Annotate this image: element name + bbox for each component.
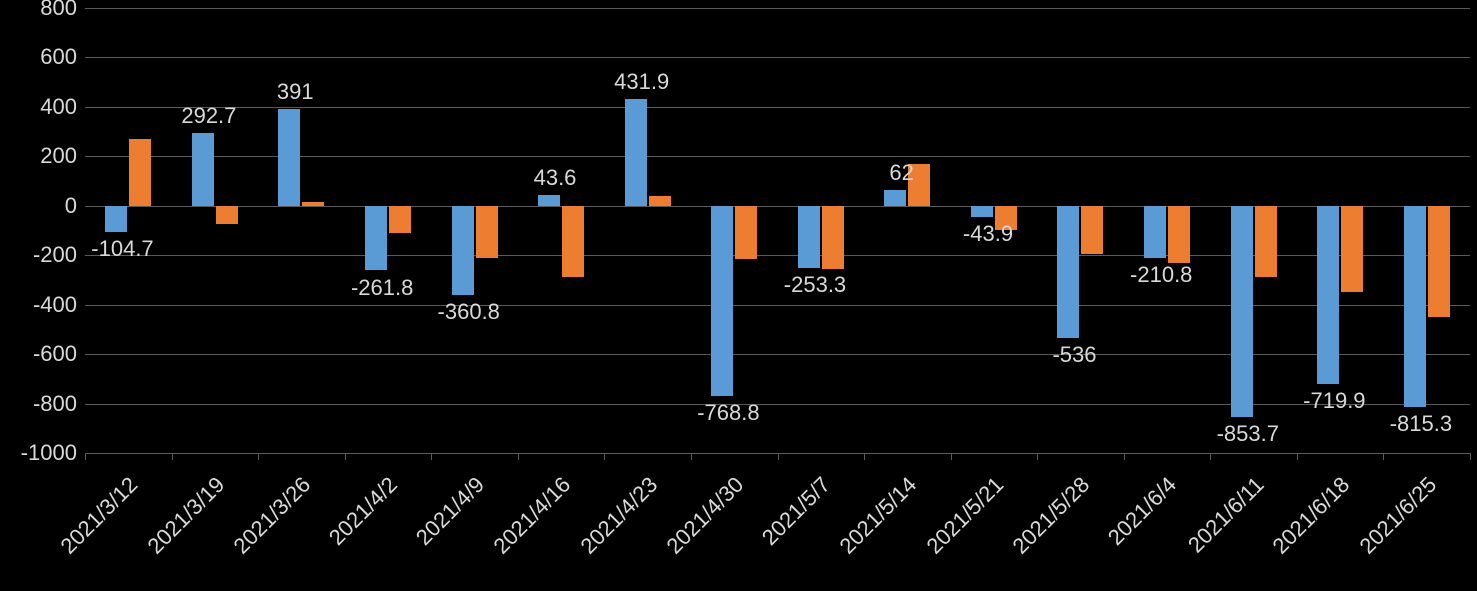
x-axis-label: 2021/3/26 [230, 473, 315, 558]
x-tick [1210, 453, 1211, 460]
x-tick [85, 453, 86, 460]
x-axis-label: 2021/6/18 [1269, 473, 1354, 558]
bar-series2 [1168, 206, 1190, 263]
x-tick [864, 453, 865, 460]
bar-series2 [735, 206, 757, 259]
bar-series1 [971, 206, 993, 217]
data-label: 431.9 [614, 71, 669, 93]
bar-series2 [822, 206, 844, 269]
data-label: -853.7 [1217, 423, 1279, 445]
x-tick [518, 453, 519, 460]
gridline [85, 107, 1470, 108]
y-axis-label: 0 [65, 195, 77, 217]
bar-series1 [711, 206, 733, 396]
x-tick [778, 453, 779, 460]
gridline [85, 305, 1470, 306]
y-axis-label: -400 [33, 294, 77, 316]
y-axis-label: 800 [40, 0, 77, 19]
x-axis-label: 2021/5/14 [836, 473, 921, 558]
bar-series1 [1057, 206, 1079, 339]
bar-series1 [1317, 206, 1339, 384]
x-axis-label: 2021/4/16 [490, 473, 575, 558]
data-label: 43.6 [534, 167, 577, 189]
gridline [85, 57, 1470, 58]
x-tick [1470, 453, 1471, 460]
bar-series2 [562, 206, 584, 278]
data-label: -768.8 [697, 402, 759, 424]
x-tick [172, 453, 173, 460]
bar-series1 [278, 109, 300, 206]
x-axis-label: 2021/4/30 [663, 473, 748, 558]
x-axis-label: 2021/5/28 [1009, 473, 1094, 558]
x-tick [604, 453, 605, 460]
bar-series2 [216, 206, 238, 225]
bar-series2 [1255, 206, 1277, 278]
data-label: -815.3 [1390, 413, 1452, 435]
y-axis-label: 600 [40, 46, 77, 68]
data-label: -43.9 [963, 223, 1013, 245]
x-tick [431, 453, 432, 460]
bar-series1 [192, 133, 214, 205]
x-axis-label: 2021/6/4 [1104, 473, 1180, 549]
chart-container: -1000 -800 -600 -400 -200 0 200 400 600 800 -104.7… [0, 0, 1477, 591]
bar-series1 [538, 195, 560, 206]
x-axis-label: 2021/6/25 [1356, 473, 1441, 558]
x-axis-label: 2021/3/12 [57, 473, 142, 558]
y-axis-label: 400 [40, 96, 77, 118]
y-axis-label: -600 [33, 343, 77, 365]
x-axis-label: 2021/3/19 [144, 473, 229, 558]
data-label: 62 [889, 162, 913, 184]
x-axis-label: 2021/4/2 [325, 473, 401, 549]
data-label: -536 [1052, 344, 1096, 366]
x-axis-label: 2021/6/11 [1184, 473, 1268, 557]
x-tick [691, 453, 692, 460]
y-axis-label: -800 [33, 393, 77, 415]
x-axis-label: 2021/5/21 [923, 473, 1008, 558]
gridline [85, 8, 1470, 9]
data-label: -253.3 [784, 274, 846, 296]
bar-series1 [452, 206, 474, 295]
bar-series2 [302, 202, 324, 206]
bar-series1 [798, 206, 820, 269]
bar-series2 [1428, 206, 1450, 317]
x-axis-label: 2021/5/7 [758, 473, 834, 549]
x-tick [1124, 453, 1125, 460]
data-label: -360.8 [438, 301, 500, 323]
x-tick [258, 453, 259, 460]
x-axis-label: 2021/4/9 [412, 473, 488, 549]
bar-series1 [884, 190, 906, 205]
bar-series2 [1341, 206, 1363, 293]
bar-series1 [1404, 206, 1426, 408]
data-label: -719.9 [1303, 390, 1365, 412]
data-label: 391 [277, 81, 314, 103]
x-axis-label: 2021/4/23 [577, 473, 662, 558]
bar-series2 [649, 196, 671, 206]
x-tick [1037, 453, 1038, 460]
data-label: 292.7 [181, 105, 236, 127]
x-tick [345, 453, 346, 460]
y-axis-label: -200 [33, 244, 77, 266]
data-label: -261.8 [351, 277, 413, 299]
x-tick [1383, 453, 1384, 460]
gridline [85, 404, 1470, 405]
data-label: -210.8 [1130, 264, 1192, 286]
bar-series1 [365, 206, 387, 271]
x-tick [1297, 453, 1298, 460]
bar-series2 [476, 206, 498, 258]
bar-series2 [129, 139, 151, 206]
bar-series1 [625, 99, 647, 206]
bar-series1 [1144, 206, 1166, 258]
gridline [85, 354, 1470, 355]
bar-series1 [105, 206, 127, 232]
bar-series2 [1081, 206, 1103, 254]
y-axis-label: 200 [40, 145, 77, 167]
data-label: -104.7 [91, 238, 153, 260]
bar-series2 [389, 206, 411, 233]
bar-series1 [1231, 206, 1253, 417]
x-tick [951, 453, 952, 460]
y-axis-label: -1000 [21, 442, 77, 464]
